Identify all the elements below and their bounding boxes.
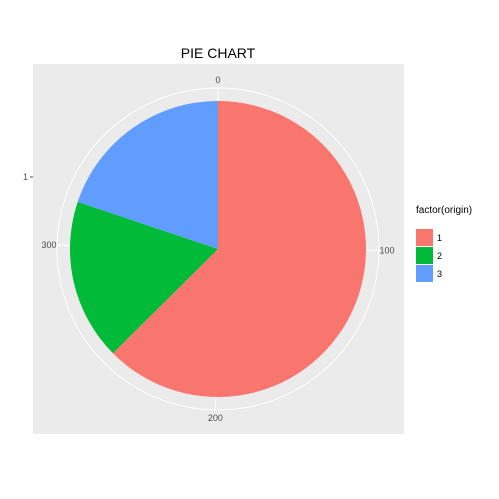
legend-title: factor(origin) xyxy=(416,205,472,216)
theta-ticks: 0 100 200 300 xyxy=(42,75,395,423)
legend-label-1: 1 xyxy=(437,233,442,243)
legend-label-2: 2 xyxy=(437,251,442,261)
pie-slice-2 xyxy=(69,201,218,354)
chart-title: PIE CHART xyxy=(181,45,256,61)
legend-swatch-1 xyxy=(416,229,433,246)
legend-items: 1 2 3 xyxy=(416,229,442,282)
theta-tick-label: 0 xyxy=(215,75,220,85)
theta-tick-label: 100 xyxy=(379,245,394,255)
legend-label-3: 3 xyxy=(437,269,442,279)
y-axis-tick-label: 1 xyxy=(23,172,28,182)
pie-slices xyxy=(69,101,367,397)
legend: factor(origin) 1 2 3 xyxy=(416,205,472,282)
theta-tick-label: 200 xyxy=(208,413,223,423)
theta-tick-label: 300 xyxy=(42,240,57,250)
pie-slice-3 xyxy=(77,101,219,249)
pie-slice-1 xyxy=(112,101,367,397)
legend-swatch-3 xyxy=(416,265,433,282)
legend-swatch-2 xyxy=(416,247,433,264)
